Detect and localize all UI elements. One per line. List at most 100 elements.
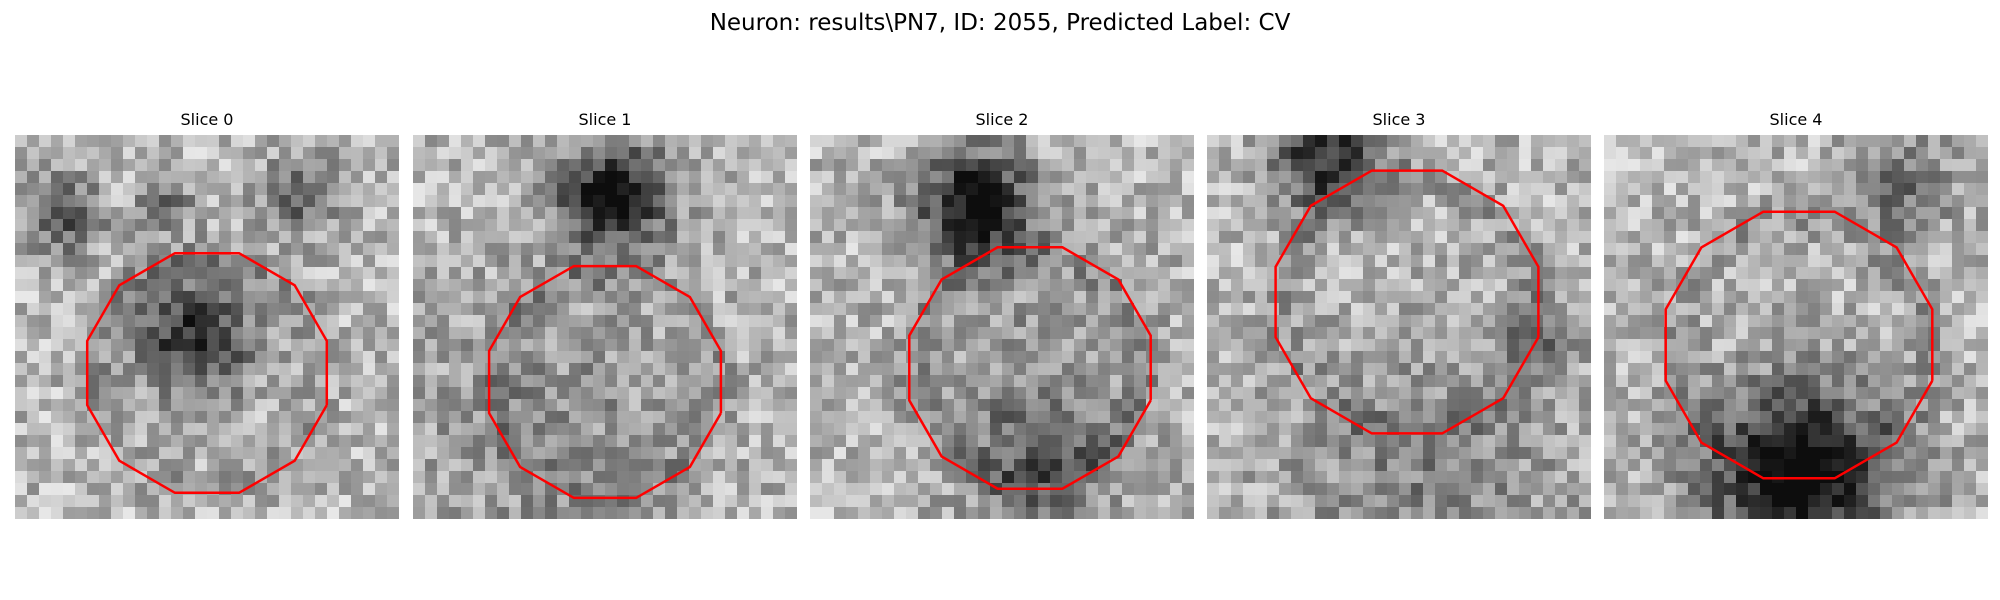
image-pixel (1291, 435, 1304, 448)
image-pixel (509, 363, 522, 376)
image-pixel (461, 375, 474, 388)
image-pixel (123, 231, 136, 244)
image-pixel (1050, 471, 1063, 484)
image-pixel (15, 435, 28, 448)
image-pixel (1447, 495, 1460, 508)
image-pixel (51, 315, 64, 328)
image-pixel (701, 279, 714, 292)
image-pixel (1050, 219, 1063, 232)
image-pixel (1411, 195, 1424, 208)
image-pixel (231, 171, 244, 184)
image-pixel (1291, 243, 1304, 256)
image-pixel (521, 411, 534, 424)
image-pixel (1399, 159, 1412, 172)
image-pixel (1543, 459, 1556, 472)
image-pixel (1760, 423, 1773, 436)
image-pixel (1086, 255, 1099, 268)
image-pixel (351, 171, 364, 184)
image-pixel (413, 447, 426, 460)
image-pixel (942, 327, 955, 340)
image-pixel (1423, 195, 1436, 208)
image-pixel (99, 135, 112, 148)
image-pixel (834, 375, 847, 388)
image-pixel (75, 183, 88, 196)
image-pixel (749, 279, 762, 292)
image-pixel (1483, 363, 1496, 376)
image-pixel (1628, 459, 1641, 472)
image-pixel (930, 399, 943, 412)
image-pixel (1459, 267, 1472, 280)
image-pixel (1555, 147, 1568, 160)
image-pixel (279, 375, 292, 388)
image-pixel (1664, 219, 1677, 232)
image-pixel (1219, 327, 1232, 340)
image-pixel (1652, 147, 1665, 160)
image-pixel (1339, 483, 1352, 496)
image-pixel (375, 507, 388, 519)
image-pixel (894, 135, 907, 148)
image-pixel (1712, 339, 1725, 352)
image-pixel (497, 375, 510, 388)
image-pixel (387, 171, 399, 184)
image-pixel (557, 435, 570, 448)
image-pixel (1640, 159, 1653, 172)
image-pixel (1086, 207, 1099, 220)
image-pixel (485, 447, 498, 460)
image-pixel (761, 147, 774, 160)
image-pixel (701, 363, 714, 376)
image-pixel (677, 507, 690, 519)
image-pixel (1014, 159, 1027, 172)
image-pixel (1604, 327, 1617, 340)
image-pixel (870, 435, 883, 448)
image-pixel (1772, 231, 1785, 244)
image-pixel (135, 183, 148, 196)
image-pixel (1182, 219, 1194, 232)
image-pixel (1219, 483, 1232, 496)
image-pixel (485, 423, 498, 436)
image-pixel (1182, 207, 1194, 220)
image-pixel (1447, 351, 1460, 364)
image-pixel (906, 459, 919, 472)
image-pixel (327, 315, 340, 328)
image-pixel (1880, 219, 1893, 232)
image-pixel (425, 435, 438, 448)
image-pixel (1555, 267, 1568, 280)
image-pixel (1495, 315, 1508, 328)
image-pixel (1387, 303, 1400, 316)
image-pixel (749, 507, 762, 519)
image-pixel (737, 399, 750, 412)
image-pixel (1447, 387, 1460, 400)
image-pixel (942, 219, 955, 232)
image-pixel (605, 231, 618, 244)
image-pixel (894, 375, 907, 388)
image-pixel (1555, 303, 1568, 316)
image-pixel (990, 279, 1003, 292)
image-pixel (1243, 243, 1256, 256)
image-pixel (1892, 387, 1905, 400)
image-pixel (1964, 147, 1977, 160)
image-pixel (135, 495, 148, 508)
image-pixel (1255, 219, 1268, 232)
image-pixel (1748, 171, 1761, 184)
image-pixel (63, 159, 76, 172)
image-pixel (291, 135, 304, 148)
image-pixel (1134, 171, 1147, 184)
image-pixel (351, 135, 364, 148)
image-pixel (761, 171, 774, 184)
image-pixel (773, 303, 786, 316)
image-pixel (1231, 435, 1244, 448)
image-pixel (75, 303, 88, 316)
image-pixel (1134, 183, 1147, 196)
image-pixel (63, 459, 76, 472)
image-pixel (1435, 459, 1448, 472)
image-pixel (1291, 303, 1304, 316)
image-pixel (207, 459, 220, 472)
image-pixel (1940, 267, 1953, 280)
image-pixel (581, 243, 594, 256)
image-pixel (1712, 399, 1725, 412)
image-pixel (725, 303, 738, 316)
image-pixel (1880, 303, 1893, 316)
image-pixel (1435, 231, 1448, 244)
image-pixel (1074, 231, 1087, 244)
image-pixel (569, 207, 582, 220)
